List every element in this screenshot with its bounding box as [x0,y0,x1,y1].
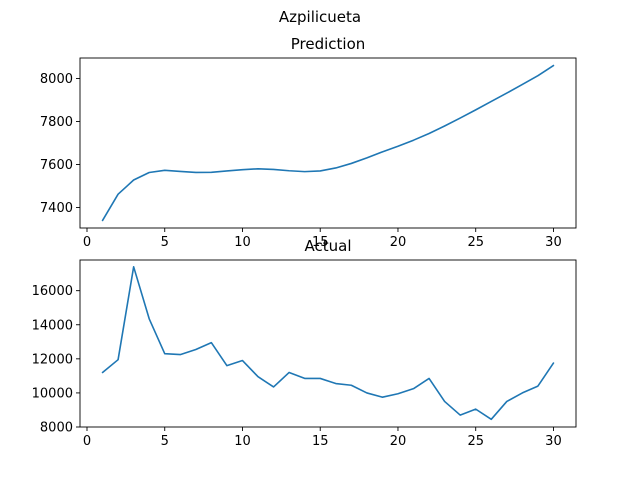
prediction-x-tick-label: 15 [312,235,329,250]
prediction-x-tick-label: 25 [467,235,484,250]
figure-suptitle: Azpilicueta [279,8,361,26]
prediction-title: Prediction [291,35,366,53]
actual-y-tick-label: 14000 [32,318,73,333]
prediction-y-tick-label: 7400 [40,201,73,216]
actual-y-tick-label: 10000 [32,386,73,401]
actual-x-tick-label: 30 [545,434,562,449]
actual-title: Actual [305,237,352,255]
actual-x-tick-label: 25 [467,434,484,449]
prediction-x-tick-label: 5 [161,235,169,250]
prediction-x-tick-label: 0 [83,235,91,250]
prediction-y-tick-label: 7800 [40,115,73,130]
prediction-y-tick-label: 7600 [40,158,73,173]
actual-x-tick-label: 15 [312,434,329,449]
prediction-x-tick-label: 10 [234,235,251,250]
prediction-series-line [101,64,555,222]
actual-y-tick-label: 8000 [40,421,73,436]
actual-x-tick-label: 0 [83,434,91,449]
prediction-x-tick-label: 20 [390,235,407,250]
actual-axes-frame [79,259,577,428]
actual-x-tick-label: 10 [234,434,251,449]
actual-panel: 0 5 10 15 20 25 30 8000 10000 12000 14000 16000 Actu… [32,237,577,449]
prediction-panel: 0 5 10 15 20 25 30 7400 7600 7800 8000 Prediction [40,35,577,250]
prediction-axes-frame [79,57,577,229]
actual-y-tick-label: 16000 [32,284,73,299]
actual-y-tick-label: 12000 [32,352,73,367]
prediction-y-tick-label: 8000 [40,72,73,87]
actual-x-tick-label: 20 [390,434,407,449]
prediction-x-tick-label: 30 [545,235,562,250]
actual-x-tick-label: 5 [161,434,169,449]
actual-series-line [101,266,555,421]
